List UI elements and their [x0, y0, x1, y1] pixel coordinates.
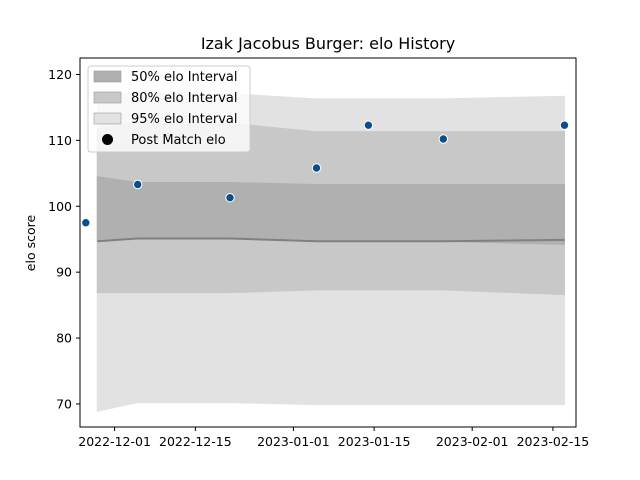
- y-tick-label: 100: [48, 199, 72, 214]
- y-tick-label: 90: [56, 265, 72, 280]
- legend-swatch: [93, 91, 122, 104]
- legend-swatch: [93, 112, 122, 125]
- mean-elo-line: [97, 237, 565, 243]
- mean-line-path: [97, 237, 565, 243]
- y-axis: 70 80 90 100 110 120: [48, 67, 80, 411]
- data-point: [81, 218, 91, 228]
- legend-label: 95% elo Interval: [131, 112, 238, 127]
- legend-label: Post Match elo: [131, 133, 226, 148]
- legend-marker: [102, 134, 113, 145]
- x-tick-label: 2023-01-01: [257, 434, 330, 449]
- y-tick-label: 110: [48, 133, 72, 148]
- x-tick-label: 2023-01-15: [338, 434, 411, 449]
- chart-title: Izak Jacobus Burger: elo History: [201, 34, 455, 53]
- post-match-points: [81, 120, 570, 228]
- interval-bands: [96, 93, 565, 412]
- legend: 50% elo Interval 80% elo Interval 95% elo …: [87, 65, 251, 153]
- data-point: [363, 120, 374, 130]
- x-tick-label: 2023-02-15: [517, 434, 590, 449]
- y-tick-label: 80: [56, 331, 72, 346]
- legend-swatch: [93, 70, 122, 83]
- data-point: [559, 120, 570, 130]
- y-tick-label: 120: [48, 67, 72, 82]
- x-tick-label: 2022-12-15: [159, 434, 232, 449]
- x-tick-label: 2023-02-01: [436, 434, 509, 449]
- x-tick-label: 2022-12-01: [78, 434, 151, 449]
- y-axis-label: elo score: [23, 215, 38, 272]
- interval-band-0: [96, 176, 565, 246]
- data-point: [311, 163, 322, 173]
- data-point: [225, 193, 235, 203]
- data-point: [133, 179, 143, 190]
- plot-frame: [79, 57, 577, 428]
- interval-band-3: [96, 356, 565, 412]
- legend-label: 80% elo Interval: [131, 91, 238, 106]
- data-point: [438, 134, 448, 144]
- legend-label: 50% elo Interval: [131, 70, 238, 85]
- legend-box: [87, 65, 251, 153]
- x-axis: 2022-12-01 2022-12-15 2023-01-01 2023-01-15…: [78, 427, 589, 449]
- y-tick-label: 70: [56, 396, 72, 411]
